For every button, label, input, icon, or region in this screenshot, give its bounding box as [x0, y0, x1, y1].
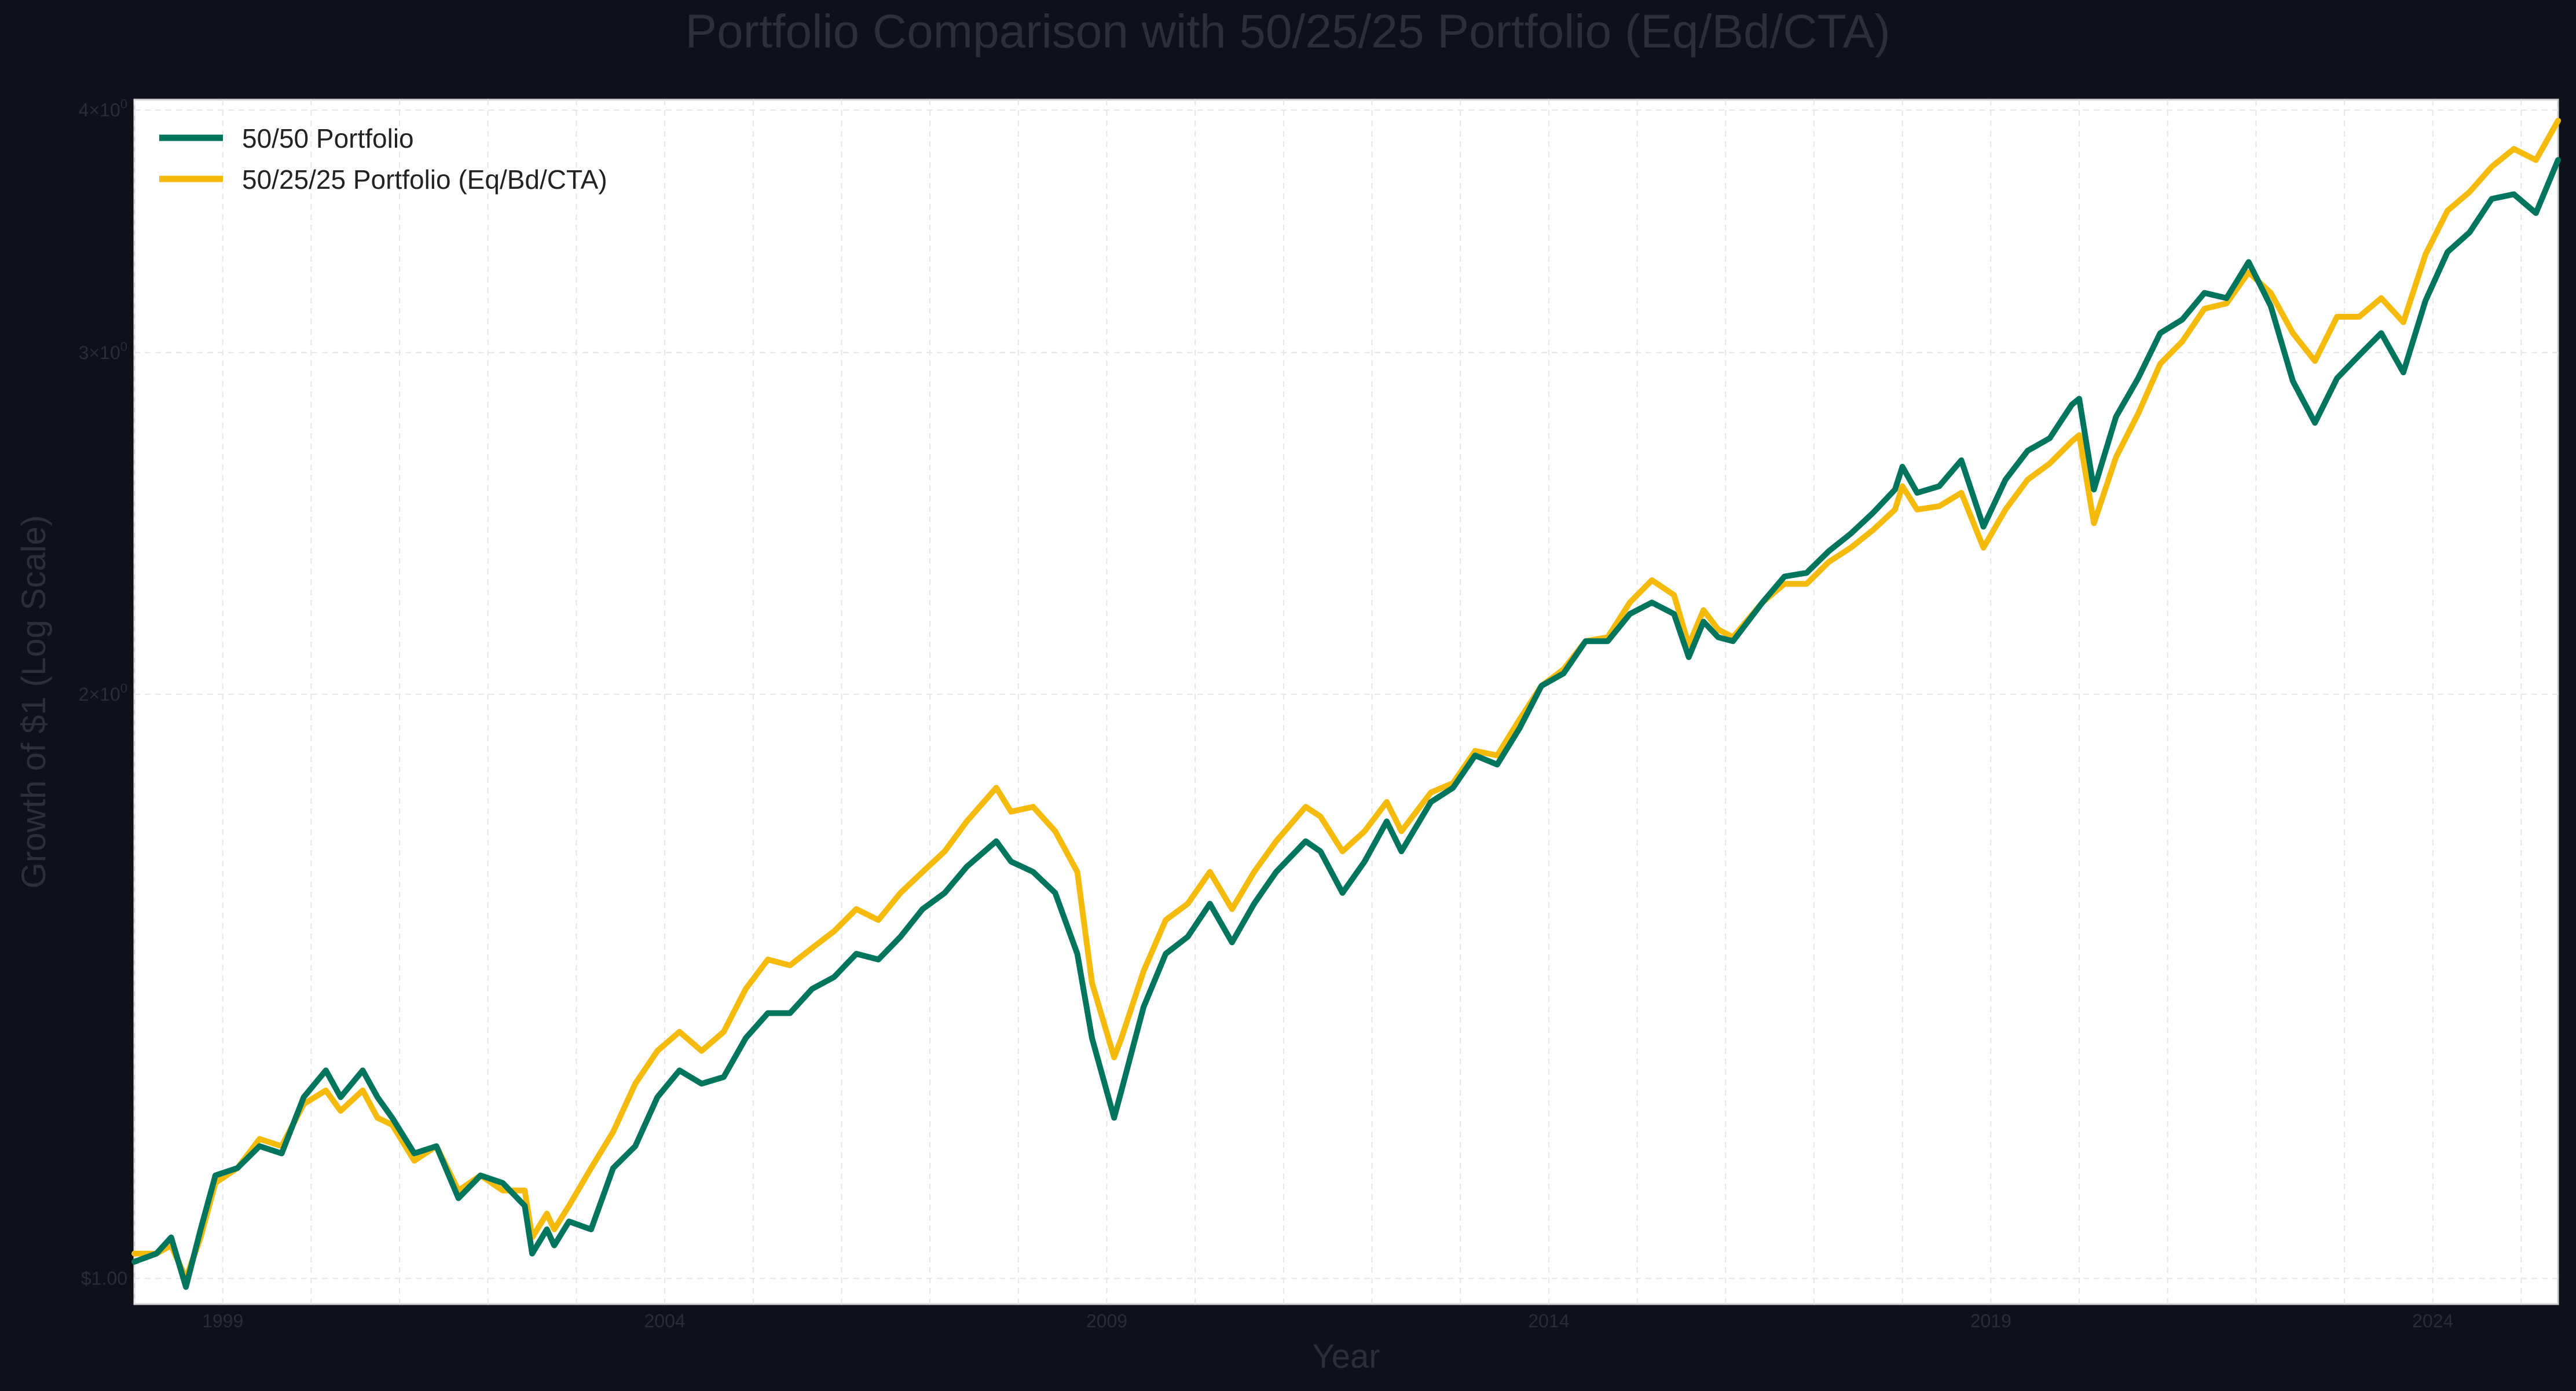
x-tick-label: 1999: [202, 1311, 243, 1331]
x-tick-label: 2009: [1086, 1311, 1127, 1331]
grid: [134, 100, 2558, 1304]
legend-label-50-50: 50/50 Portfolio: [242, 123, 414, 153]
series-lines: [131, 118, 2561, 1290]
x-tick-label: 2024: [2412, 1311, 2453, 1331]
x-tick-label: 2019: [1970, 1311, 2011, 1331]
legend-label-50-25-25: 50/25/25 Portfolio (Eq/Bd/CTA): [242, 164, 607, 195]
legend: 50/50 Portfolio 50/25/25 Portfolio (Eq/B…: [159, 123, 607, 195]
y-tick-label: 3×100: [79, 339, 127, 363]
y-tick-label: 4×100: [79, 97, 127, 120]
y-axis-label: Growth of $1 (Log Scale): [15, 515, 53, 889]
x-tick-label: 2004: [644, 1311, 685, 1331]
x-tick-label: 2014: [1528, 1311, 1569, 1331]
series-line-50-50: [131, 157, 2561, 1290]
y-tick-label: 2×100: [79, 681, 127, 705]
tick-labels: 1999 2004 2009 2014 2019 2024 $1.00 2×100 3×100 4…: [79, 97, 2454, 1331]
x-axis-label: Year: [1312, 1338, 1380, 1375]
series-line-50-25-25: [131, 118, 2561, 1282]
plot-area: [133, 98, 2559, 1305]
chart-title: Portfolio Comparison with 50/25/25 Portf…: [685, 5, 1890, 58]
y-tick-label: $1.00: [81, 1268, 127, 1289]
